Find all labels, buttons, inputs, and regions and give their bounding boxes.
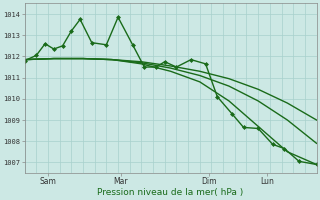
X-axis label: Pression niveau de la mer( hPa ): Pression niveau de la mer( hPa ) — [98, 188, 244, 197]
